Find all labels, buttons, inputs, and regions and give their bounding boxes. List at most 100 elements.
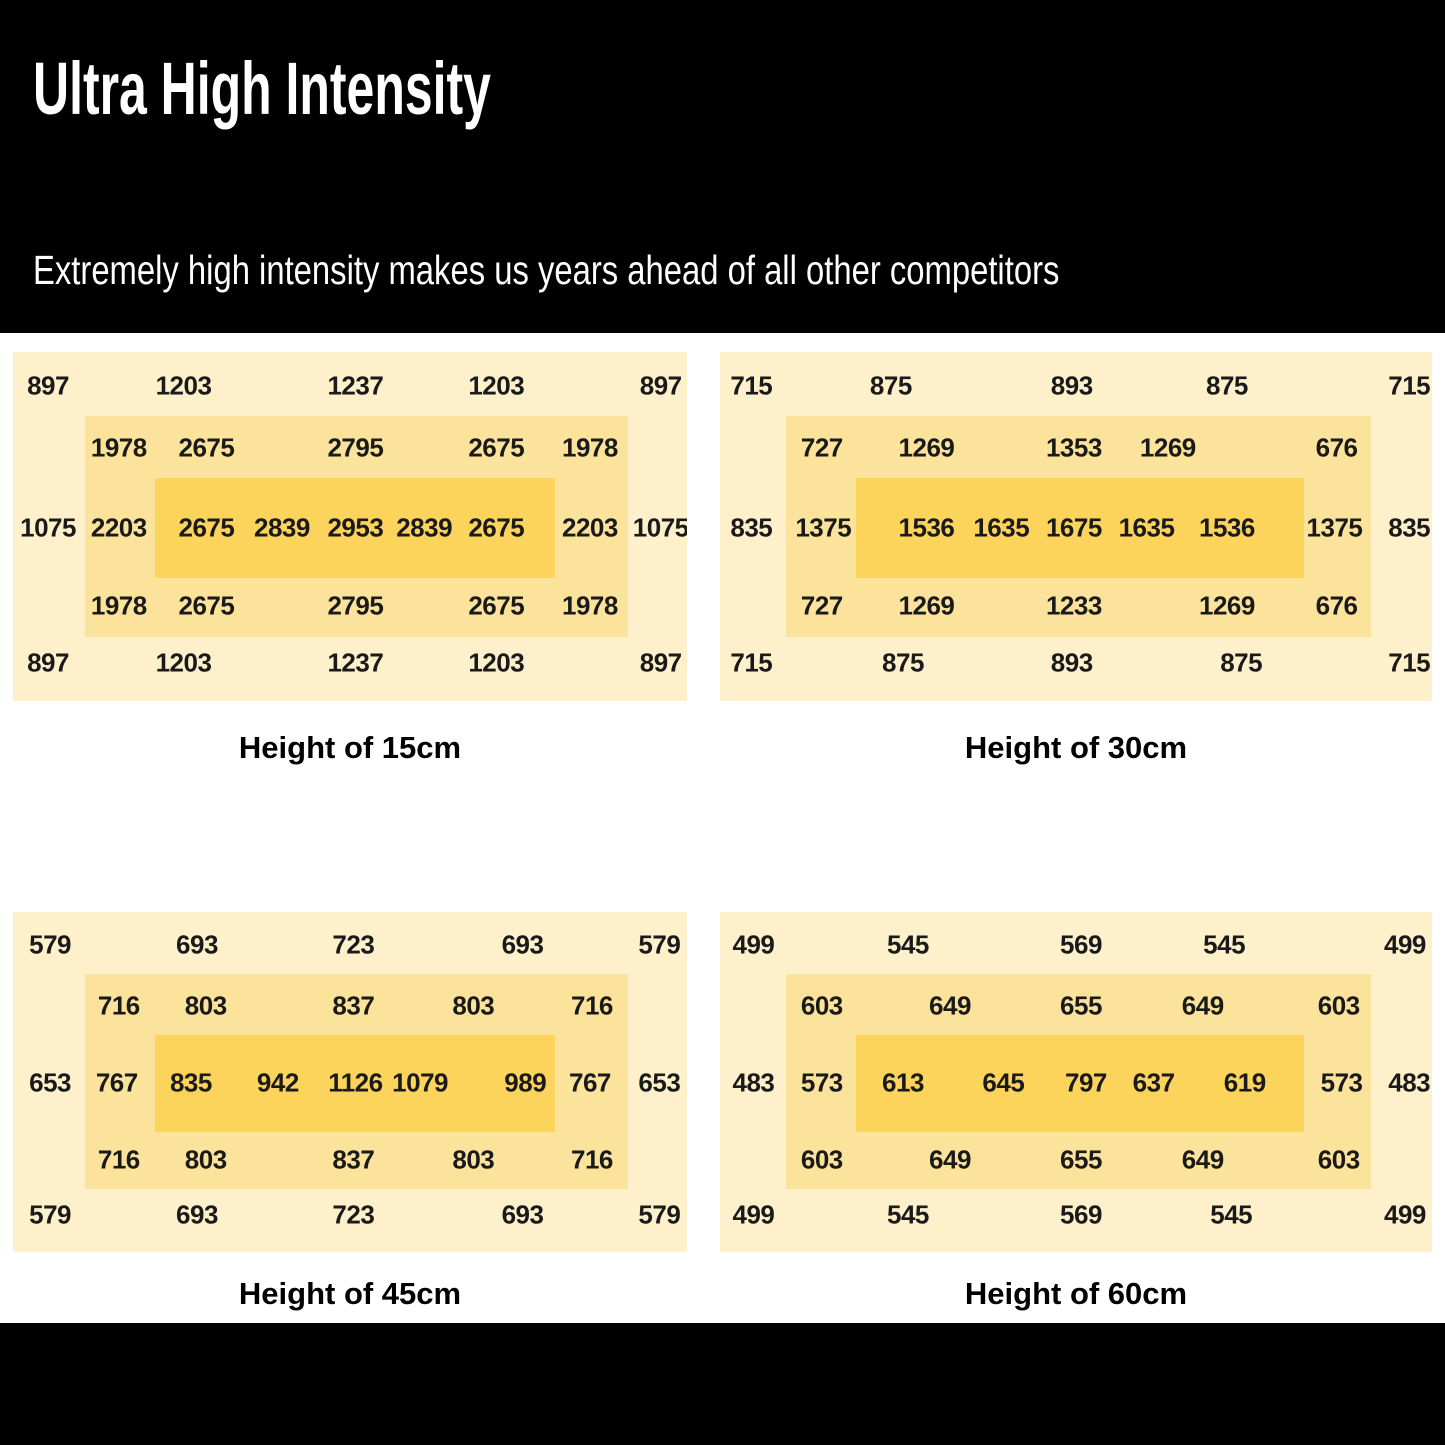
ppfd-value: 1269: [898, 432, 955, 463]
ppfd-value: 1353: [1045, 432, 1102, 463]
ppfd-value: 579: [29, 929, 72, 960]
ppfd-value: 545: [1210, 1199, 1253, 1230]
ppfd-value: 893: [1050, 370, 1093, 401]
ppfd-value: 893: [1050, 647, 1093, 678]
ppfd-value: 579: [29, 1199, 72, 1230]
ppfd-value: 2953: [327, 512, 384, 543]
ppfd-value: 837: [332, 1144, 375, 1175]
ppfd-value: 897: [27, 370, 69, 401]
ppfd-value: 942: [256, 1067, 299, 1098]
ppfd-value: 2839: [396, 512, 453, 543]
ppfd-value: 1269: [1139, 432, 1196, 463]
ppfd-value: 716: [97, 1144, 140, 1175]
inner-intensity-zone: [154, 477, 555, 579]
ppfd-value: 715: [1388, 370, 1431, 401]
ppfd-value: 1233: [1045, 590, 1102, 621]
inner-intensity-zone: [154, 1034, 555, 1133]
ppfd-value: 897: [639, 370, 682, 401]
ppfd-value: 569: [1060, 1199, 1102, 1230]
ppfd-value: 693: [501, 929, 544, 960]
ppfd-value: 723: [332, 929, 375, 960]
ppfd-value: 1978: [562, 590, 618, 621]
inner-intensity-zone: [855, 1034, 1304, 1133]
caption-height-45cm: Height of 45cm: [238, 1276, 462, 1311]
ppfd-value: 897: [27, 647, 69, 678]
ppfd-value: 835: [730, 512, 773, 543]
ppfd-value: 1978: [90, 432, 147, 463]
caption-height-15cm: Height of 15cm: [238, 730, 462, 765]
ppfd-value: 2675: [468, 432, 525, 463]
ppfd-value: 2675: [468, 512, 525, 543]
ppfd-value: 715: [730, 647, 773, 678]
heatmap-height-30cm: 715 875 893 875 715 727 1269 1353 1269 676 835 1375…: [720, 352, 1432, 701]
ppfd-value: 499: [1383, 929, 1426, 960]
caption-height-30cm: Height of 30cm: [964, 730, 1188, 765]
ppfd-value: 767: [568, 1067, 611, 1098]
ppfd-value: 1203: [155, 647, 212, 678]
ppfd-value: 1269: [1199, 590, 1255, 621]
ppfd-value: 875: [1220, 647, 1263, 678]
heatmap-height-60cm: 499 545 569 545 499 603 649 655 649 603 483 573 613 6…: [720, 912, 1432, 1252]
ppfd-value: 653: [29, 1067, 72, 1098]
ppfd-value: 1375: [1306, 512, 1363, 543]
ppfd-value: 619: [1223, 1067, 1266, 1098]
ppfd-value: 1079: [392, 1067, 449, 1098]
ppfd-value: 875: [1205, 370, 1248, 401]
ppfd-value: 1978: [562, 432, 618, 463]
ppfd-value: 989: [504, 1067, 547, 1098]
ppfd-value: 1203: [468, 370, 525, 401]
ppfd-value: 716: [571, 990, 613, 1020]
heatmap-height-15cm: 897 1203 1237 1203 897 1978 2675 2795 2675 1978 10…: [13, 352, 687, 701]
ppfd-value: 655: [1060, 990, 1102, 1020]
ppfd-value: 1536: [898, 512, 955, 543]
page-title-text: Ultra High Intensity: [33, 47, 491, 130]
ppfd-value: 1203: [468, 647, 525, 678]
ppfd-value: 767: [95, 1067, 138, 1098]
ppfd-value: 483: [1388, 1067, 1431, 1098]
ppfd-value: 573: [800, 1067, 843, 1098]
ppfd-value: 897: [639, 647, 682, 678]
ppfd-value: 1635: [1118, 512, 1175, 543]
ppfd-value: 573: [1320, 1067, 1363, 1098]
page-title: Ultra High Intensity: [33, 50, 711, 128]
ppfd-value: 499: [1383, 1199, 1426, 1230]
ppfd-value: 693: [176, 929, 218, 960]
header-banner: Ultra High Intensity Extremely high inte…: [0, 0, 1445, 333]
ppfd-value: 1635: [973, 512, 1030, 543]
ppfd-value: 837: [332, 990, 375, 1020]
ppfd-value: 1536: [1199, 512, 1255, 543]
ppfd-value: 655: [1060, 1144, 1102, 1175]
ppfd-value: 579: [638, 1199, 681, 1230]
ppfd-value: 1675: [1045, 512, 1102, 543]
heatmap-height-45cm: 579 693 723 693 579 716 803 837 803 716 653 767 835 9…: [13, 912, 687, 1252]
ppfd-value: 649: [1181, 1144, 1224, 1175]
ppfd-value: 727: [800, 432, 843, 463]
ppfd-value: 1203: [155, 370, 212, 401]
ppfd-value: 545: [1203, 929, 1246, 960]
page-subtitle: Extremely high intensity makes us years …: [33, 247, 1316, 293]
ppfd-value: 803: [184, 990, 227, 1020]
ppfd-value: 579: [638, 929, 681, 960]
ppfd-value: 1237: [327, 647, 384, 678]
ppfd-value: 2203: [90, 512, 147, 543]
inner-intensity-zone: [855, 477, 1304, 579]
ppfd-value: 2675: [178, 432, 235, 463]
ppfd-value: 1978: [90, 590, 147, 621]
ppfd-value: 715: [1388, 647, 1431, 678]
ppfd-value: 1126: [328, 1067, 383, 1098]
ppfd-value: 1075: [20, 512, 76, 543]
ppfd-value: 2675: [178, 590, 235, 621]
ppfd-value: 603: [800, 990, 843, 1020]
ppfd-value: 483: [732, 1067, 775, 1098]
ppfd-value: 545: [887, 929, 929, 960]
ppfd-value: 835: [169, 1067, 212, 1098]
ppfd-value: 2675: [178, 512, 235, 543]
ppfd-value: 797: [1065, 1067, 1107, 1098]
ppfd-value: 716: [571, 1144, 613, 1175]
ppfd-value: 649: [929, 1144, 971, 1175]
ppfd-value: 693: [176, 1199, 218, 1230]
ppfd-value: 1269: [898, 590, 955, 621]
ppfd-value: 2839: [254, 512, 310, 543]
ppfd-value: 603: [800, 1144, 843, 1175]
